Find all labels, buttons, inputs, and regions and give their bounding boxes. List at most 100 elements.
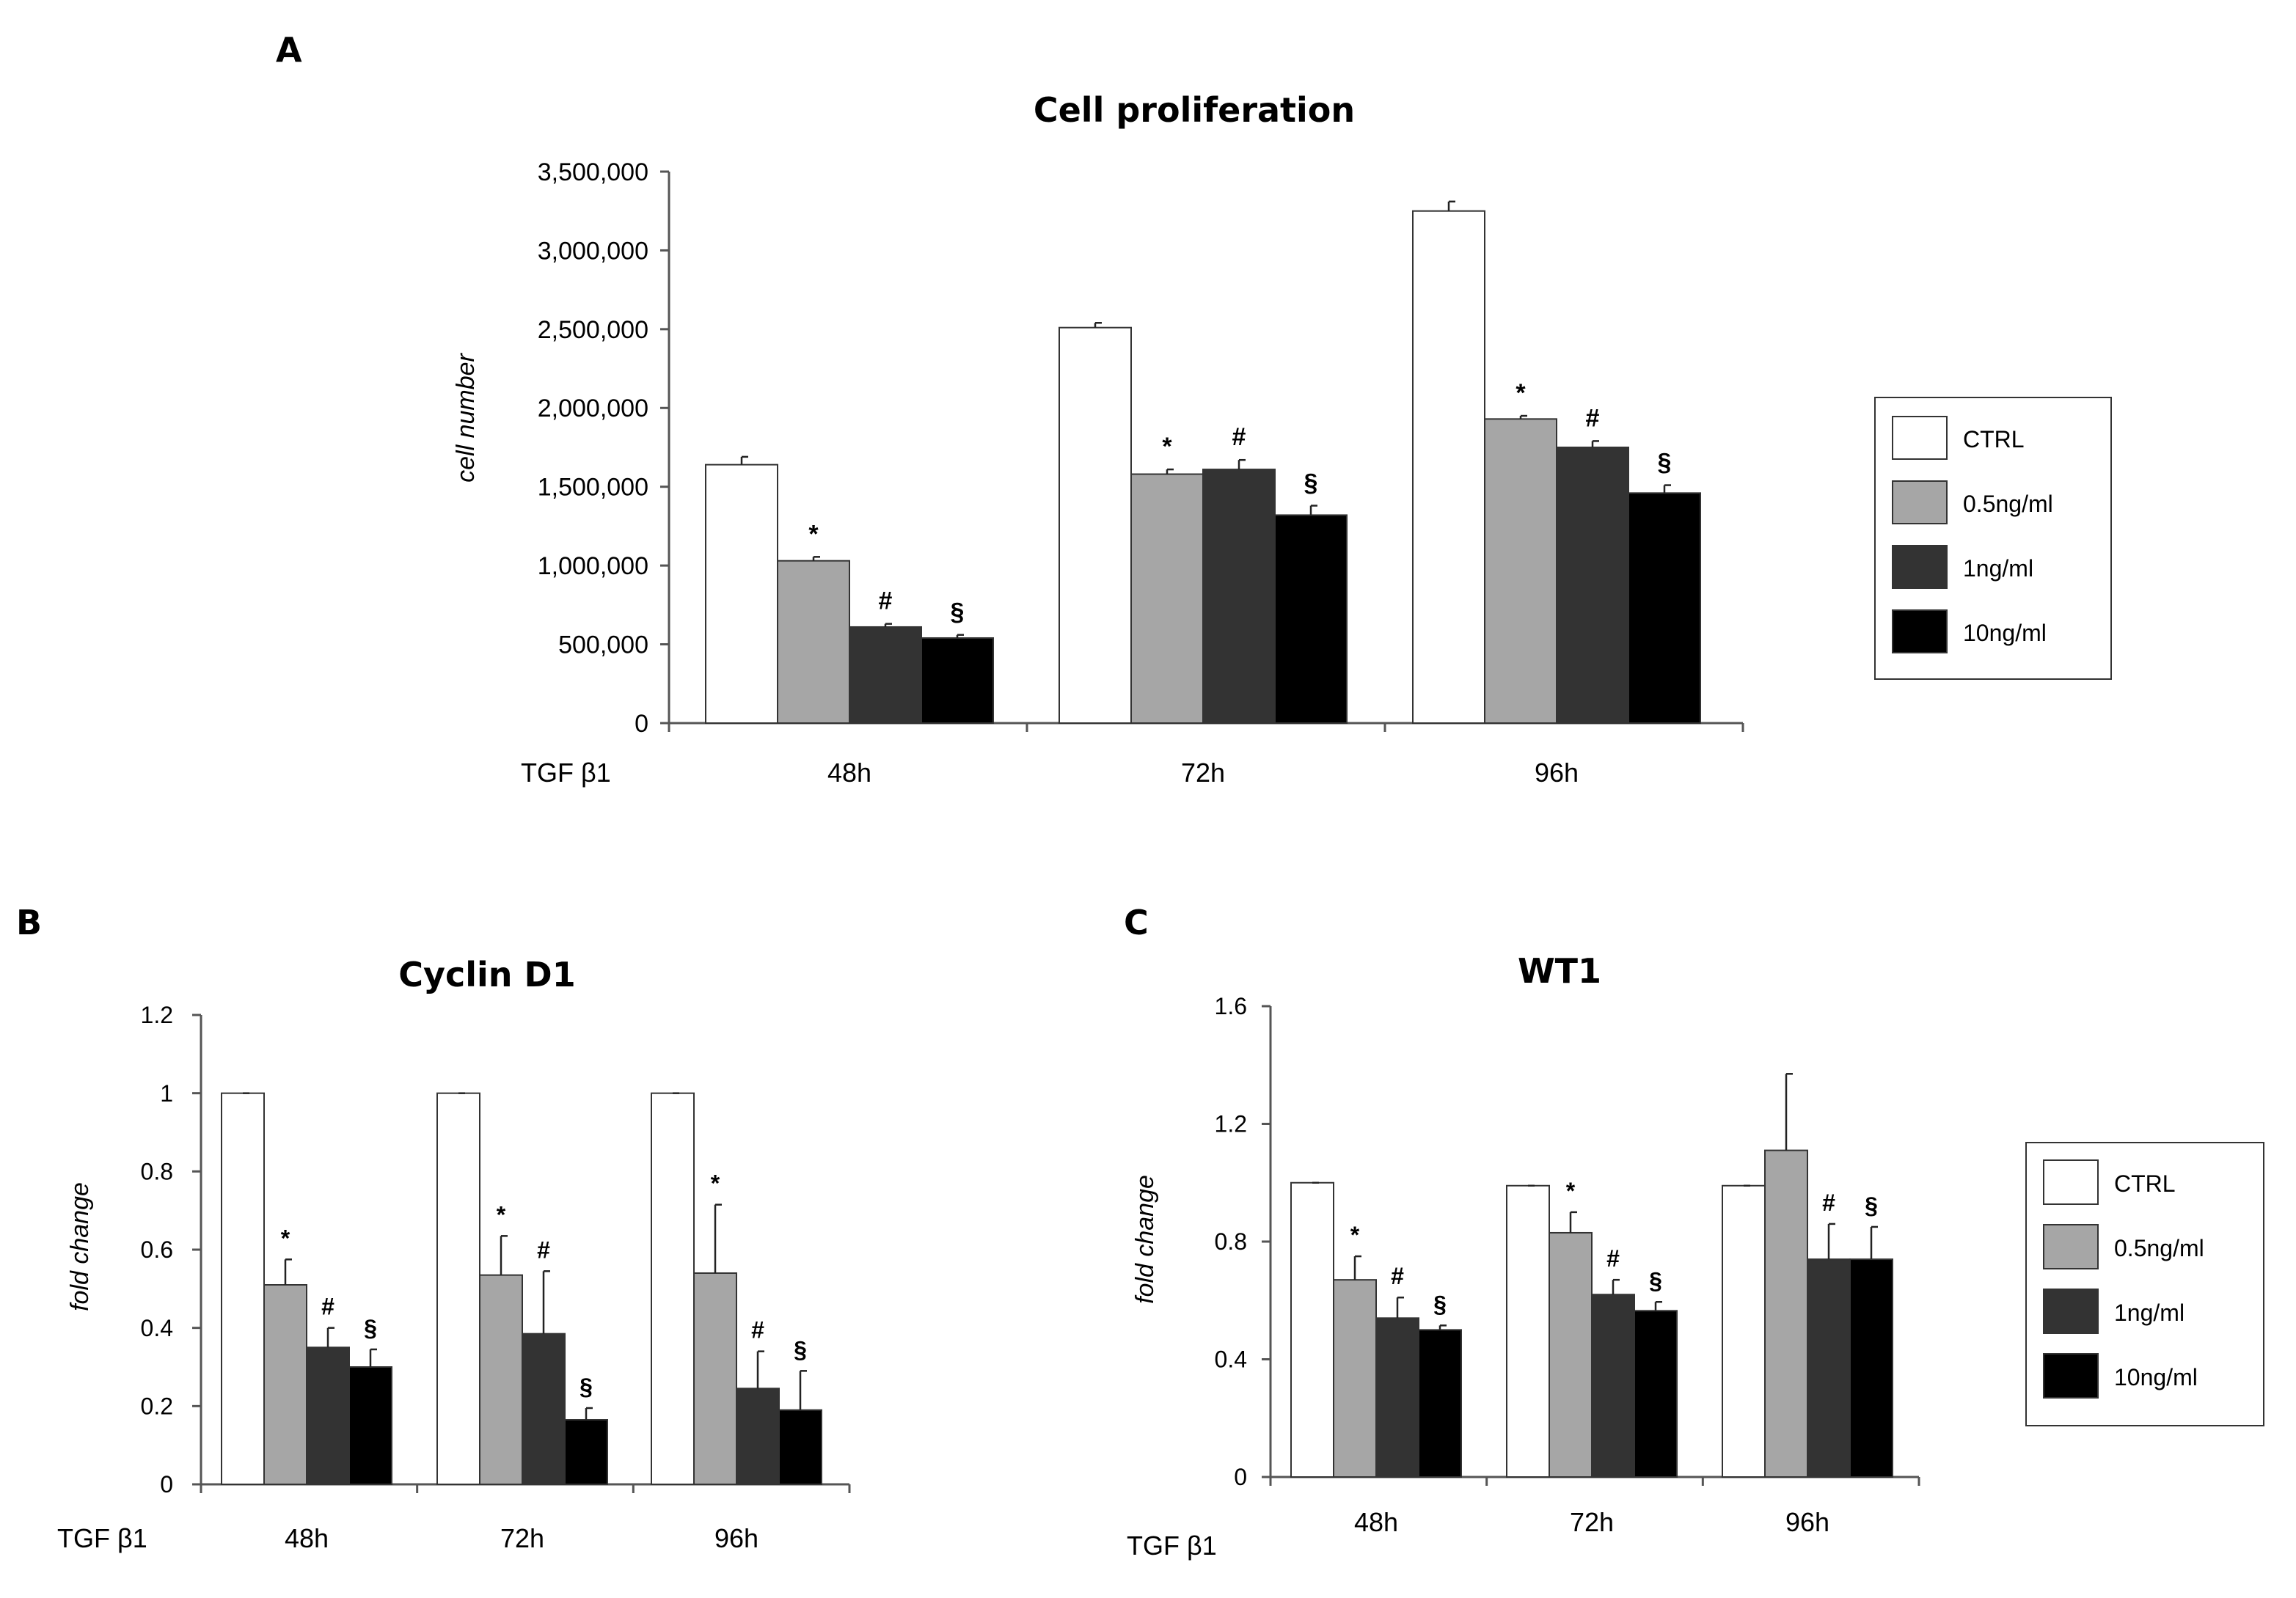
significance-marker: * [1350,1222,1360,1248]
legend-swatch [2043,1224,2099,1269]
significance-marker: § [1649,1267,1662,1294]
significance-marker: # [321,1294,334,1320]
bar [564,1419,608,1485]
y-ticks: 0 500,000 1,000,000 1,500,000 2,000,000 2,500… [538,158,1744,738]
significance-marker: * [1516,379,1526,407]
significance-marker: * [1566,1178,1576,1204]
y-axis-label: fold change [1131,1175,1159,1304]
legend-cell-proliferation: CTRL 0.5ng/ml 1ng/ml 10ng/ml [1874,397,2112,680]
bar [849,626,922,724]
y-axis-label: cell number [452,352,480,482]
significance-marker: § [794,1336,807,1363]
chart-wt1: WT1 fold change TGF β1 0 0.4 0.8 1.2 1.6 * # §… [1127,951,1920,1561]
significance-marker: * [281,1225,290,1251]
chart-title: Cyclin D1 [398,955,576,994]
significance-marker: # [1391,1263,1404,1289]
bar [1556,447,1629,724]
legend-label: 10ng/ml [2114,1364,2198,1390]
bar [1764,1149,1808,1478]
y-tick-label: 2,000,000 [538,395,648,422]
bar [1412,210,1485,724]
significance-marker: # [1606,1245,1620,1272]
y-tick-label: 1,500,000 [538,474,648,502]
y-tick-label: 3,000,000 [538,237,648,265]
bar [1484,418,1557,725]
bar [348,1366,392,1485]
x-tick-label: 72h [1570,1507,1614,1537]
bar [693,1272,737,1485]
y-tick-label: 0.4 [141,1315,173,1341]
y-tick-label: 1.2 [141,1002,173,1028]
bar [921,637,994,725]
y-tick-label: 0 [1234,1464,1247,1490]
x-tick-label: 96h [714,1523,758,1553]
bar [436,1092,480,1485]
bar [778,1409,822,1485]
y-tick-label: 0.4 [1215,1346,1247,1373]
y-tick-label: 500,000 [558,631,648,659]
significance-marker: § [1865,1192,1878,1219]
legend-swatch [1892,480,1948,524]
bar [1628,492,1701,725]
significance-marker: * [1162,433,1172,461]
significance-marker: § [580,1374,593,1400]
categories: 48h 72h 96h [827,758,1579,788]
x-tick-label: 48h [285,1523,329,1553]
legend-label: CTRL [2114,1170,2176,1197]
panel-c-letter: C [1124,903,1149,942]
bar [1549,1231,1593,1478]
x-tick-label: 96h [1535,758,1579,788]
significance-marker: § [951,598,965,626]
bar [1418,1329,1462,1478]
bar [1849,1258,1893,1478]
y-axis-label: fold change [66,1182,94,1311]
bar [705,463,778,724]
bar [1722,1184,1766,1478]
x-tick-label: 48h [827,758,871,788]
legend-wt1: CTRL 0.5ng/ml 1ng/ml 10ng/ml [2025,1142,2264,1426]
chart-cyclin-d1: Cyclin D1 fold change TGF β1 0 0.2 0.4 0.6 0… [57,955,851,1553]
x-tick-label: 48h [1354,1507,1398,1537]
bar [1202,469,1276,725]
significance-marker: § [1658,449,1672,477]
significance-marker: # [1822,1190,1835,1216]
bar [1059,326,1132,724]
significance-marker: # [1586,404,1600,432]
bar [522,1333,566,1485]
bar [479,1274,523,1485]
legend-swatch [2043,1159,2099,1205]
chart-cell-proliferation: Cell proliferation cell number TGF β1 0 5… [452,90,1744,788]
legend-label: CTRL [1963,426,2025,452]
y-tick-label: 3,500,000 [538,158,648,186]
legend-swatch [1892,545,1948,589]
x-tick-label: 72h [500,1523,544,1553]
bar [1506,1184,1550,1478]
bar [306,1346,350,1486]
bars: * # § * # § * # § [705,200,1701,725]
bar [1274,514,1348,724]
legend-swatch [2043,1289,2099,1334]
bar [221,1092,265,1485]
legend-swatch [1892,416,1948,460]
y-tick-label: 0 [160,1471,173,1498]
significance-marker: # [537,1236,550,1263]
y-tick-label: 1 [160,1080,173,1107]
bar [777,560,850,724]
y-tick-label: 0 [635,710,648,738]
legend-label: 0.5ng/ml [2114,1235,2204,1261]
significance-marker: * [497,1201,506,1228]
categories: 48h 72h 96h [285,1523,758,1553]
chart-title: WT1 [1518,951,1601,991]
legend-label: 0.5ng/ml [1963,491,2053,517]
significance-marker: * [808,520,819,548]
bar [263,1284,307,1485]
y-tick-label: 2,500,000 [538,316,648,344]
legend-label: 10ng/ml [1963,620,2047,646]
bar [1290,1181,1334,1478]
x-tick-label: 96h [1785,1507,1829,1537]
x-axis-label: TGF β1 [1127,1531,1217,1561]
y-tick-label: 0.2 [141,1393,173,1420]
panel-b-letter: B [16,903,42,942]
bars: * # § * # § # § [1290,1073,1893,1478]
